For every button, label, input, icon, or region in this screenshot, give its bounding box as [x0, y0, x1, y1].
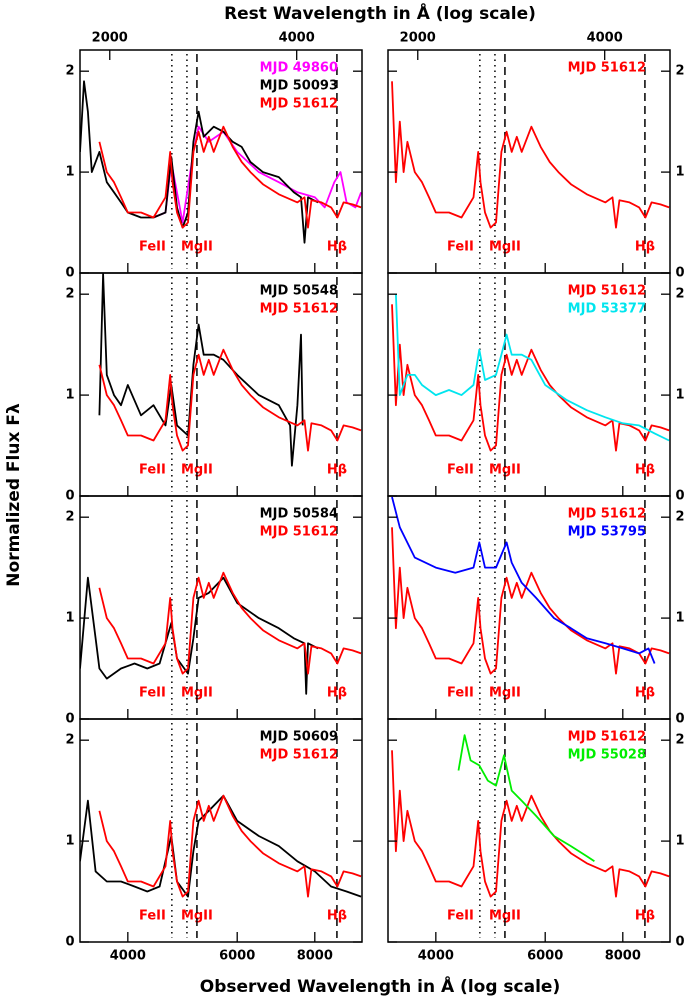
line-label: MgII	[489, 909, 521, 924]
spectrum-line	[153, 125, 362, 224]
y-tick-label: 0	[65, 266, 74, 281]
y-tick-label: 2	[675, 510, 684, 525]
x2-tick-label: 4000	[279, 31, 315, 46]
legend-entry: MJD 53377	[568, 302, 646, 317]
legend-entry: MJD 51612	[568, 61, 646, 76]
line-label: MgII	[489, 240, 521, 255]
legend-entry: MJD 53795	[568, 525, 646, 540]
line-label: MgII	[181, 686, 213, 701]
y-tick-label: 1	[65, 165, 74, 180]
line-label: MgII	[489, 463, 521, 478]
line-label: Hβ	[327, 686, 347, 701]
spectrum-line	[98, 348, 362, 452]
line-label: FeII	[139, 909, 166, 924]
y-tick-label: 1	[65, 834, 74, 849]
line-label: Hβ	[635, 686, 655, 701]
y-tick-label: 0	[65, 712, 74, 727]
panel-frame	[79, 718, 363, 943]
x2-tick-label: 4000	[587, 31, 623, 46]
legend-entry: MJD 51612	[260, 97, 338, 112]
y-tick-label: 1	[675, 165, 684, 180]
y-tick-label: 2	[675, 733, 684, 748]
spectrum-line	[391, 496, 656, 664]
legend-entry: MJD 50093	[260, 79, 338, 94]
line-label: MgII	[181, 909, 213, 924]
line-label: FeII	[139, 463, 166, 478]
panel-frame	[387, 49, 671, 274]
y-tick-label: 2	[675, 64, 684, 79]
spectrum-line	[391, 304, 670, 452]
legend-entry: MJD 51612	[568, 284, 646, 299]
y-tick-label: 2	[675, 287, 684, 302]
line-label: FeII	[447, 686, 474, 701]
y-tick-label: 2	[65, 64, 74, 79]
y-tick-label: 0	[65, 935, 74, 950]
spectrum-line	[98, 273, 304, 467]
line-label: Hβ	[635, 909, 655, 924]
y-tick-label: 0	[675, 712, 684, 727]
x2-tick-label: 2000	[400, 31, 436, 46]
line-label: Hβ	[327, 463, 347, 478]
legend-entry: MJD 51612	[568, 730, 646, 745]
line-label: MgII	[181, 240, 213, 255]
spectrum-line	[457, 734, 595, 863]
y-tick-label: 2	[65, 733, 74, 748]
spectrum-line	[98, 125, 362, 229]
spectrum-line	[391, 81, 670, 229]
panel-frame	[387, 718, 671, 943]
y-tick-label: 0	[675, 935, 684, 950]
x-tick-label: 4000	[418, 949, 454, 964]
y-tick-label: 0	[65, 489, 74, 504]
top-axis-title: Rest Wavelength in Å (log scale)	[224, 1, 536, 24]
x-tick-label: 8000	[297, 949, 333, 964]
spectrum-line	[80, 794, 362, 898]
line-label: Hβ	[327, 240, 347, 255]
line-label: MgII	[489, 686, 521, 701]
legend-entry: MJD 50584	[260, 507, 338, 522]
line-label: Hβ	[327, 909, 347, 924]
x-axis-title: Observed Wavelength in Å (log scale)	[200, 974, 560, 997]
spectrum-line	[395, 294, 670, 442]
spectrum-line	[80, 576, 319, 695]
x-tick-label: 6000	[527, 949, 563, 964]
y-tick-label: 1	[65, 388, 74, 403]
legend-entry: MJD 51612	[568, 507, 646, 522]
x-tick-label: 8000	[605, 949, 641, 964]
legend-entry: MJD 51612	[260, 525, 338, 540]
y-tick-label: 2	[65, 287, 74, 302]
x-tick-label: 6000	[219, 949, 255, 964]
spectrum-line	[391, 750, 670, 898]
line-label: FeII	[139, 686, 166, 701]
x-tick-label: 4000	[110, 949, 146, 964]
line-label: Hβ	[635, 463, 655, 478]
legend-entry: MJD 51612	[260, 748, 338, 763]
y-tick-label: 0	[675, 489, 684, 504]
y-tick-label: 1	[675, 834, 684, 849]
legend-entry: MJD 55028	[568, 748, 646, 763]
line-label: MgII	[181, 463, 213, 478]
y-tick-label: 1	[675, 388, 684, 403]
line-label: FeII	[139, 240, 166, 255]
x2-tick-label: 2000	[92, 31, 128, 46]
y-tick-label: 2	[65, 510, 74, 525]
y-tick-label: 1	[65, 611, 74, 626]
legend-entry: MJD 51612	[260, 302, 338, 317]
line-label: FeII	[447, 463, 474, 478]
legend-entry: MJD 49860	[260, 61, 338, 76]
legend-entry: MJD 50548	[260, 284, 338, 299]
y-tick-label: 1	[675, 611, 684, 626]
line-label: FeII	[447, 909, 474, 924]
spectrum-line	[98, 794, 362, 898]
spectrum-line	[391, 527, 670, 675]
y-tick-label: 0	[675, 266, 684, 281]
line-label: Hβ	[635, 240, 655, 255]
y-axis-title: Normalized Flux Fλ	[4, 403, 24, 587]
line-label: FeII	[447, 240, 474, 255]
legend-entry: MJD 50609	[260, 730, 338, 745]
spectrum-line	[98, 571, 362, 675]
